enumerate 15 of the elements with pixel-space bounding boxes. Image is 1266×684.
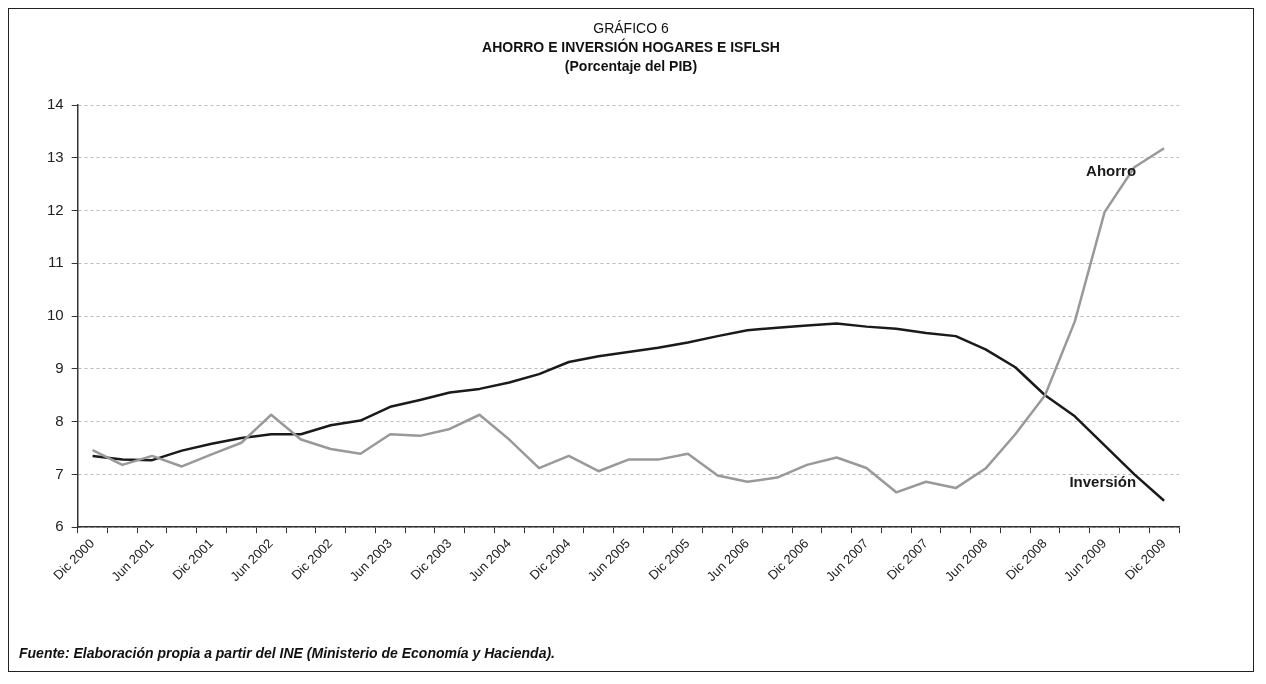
y-tick-label: 8: [55, 411, 64, 429]
y-tick-label: 6: [55, 517, 64, 535]
text: GRÁFICO 6: [592, 19, 670, 38]
y-tick-label: 7: [55, 464, 64, 482]
series-label: Inversión: [1069, 473, 1137, 491]
y-tick-label: 12: [47, 200, 64, 218]
y-tick-label: 11: [48, 253, 64, 271]
y-tick-label: 10: [47, 306, 64, 324]
chart-title: AHORRO E INVERSIÓN HOGARES E ISFLSH: [481, 38, 781, 57]
y-tick-label: 14: [47, 95, 64, 113]
y-tick-label: 13: [47, 147, 64, 165]
y-tick-label: 9: [55, 358, 64, 376]
chart-subtitle: (Porcentaje del PIB): [563, 57, 699, 76]
source-note: Fuente: Elaboración propia a partir del INE (Ministerio de Economía y Hacienda).: [19, 645, 555, 661]
series-label: Ahorro: [1086, 161, 1137, 179]
